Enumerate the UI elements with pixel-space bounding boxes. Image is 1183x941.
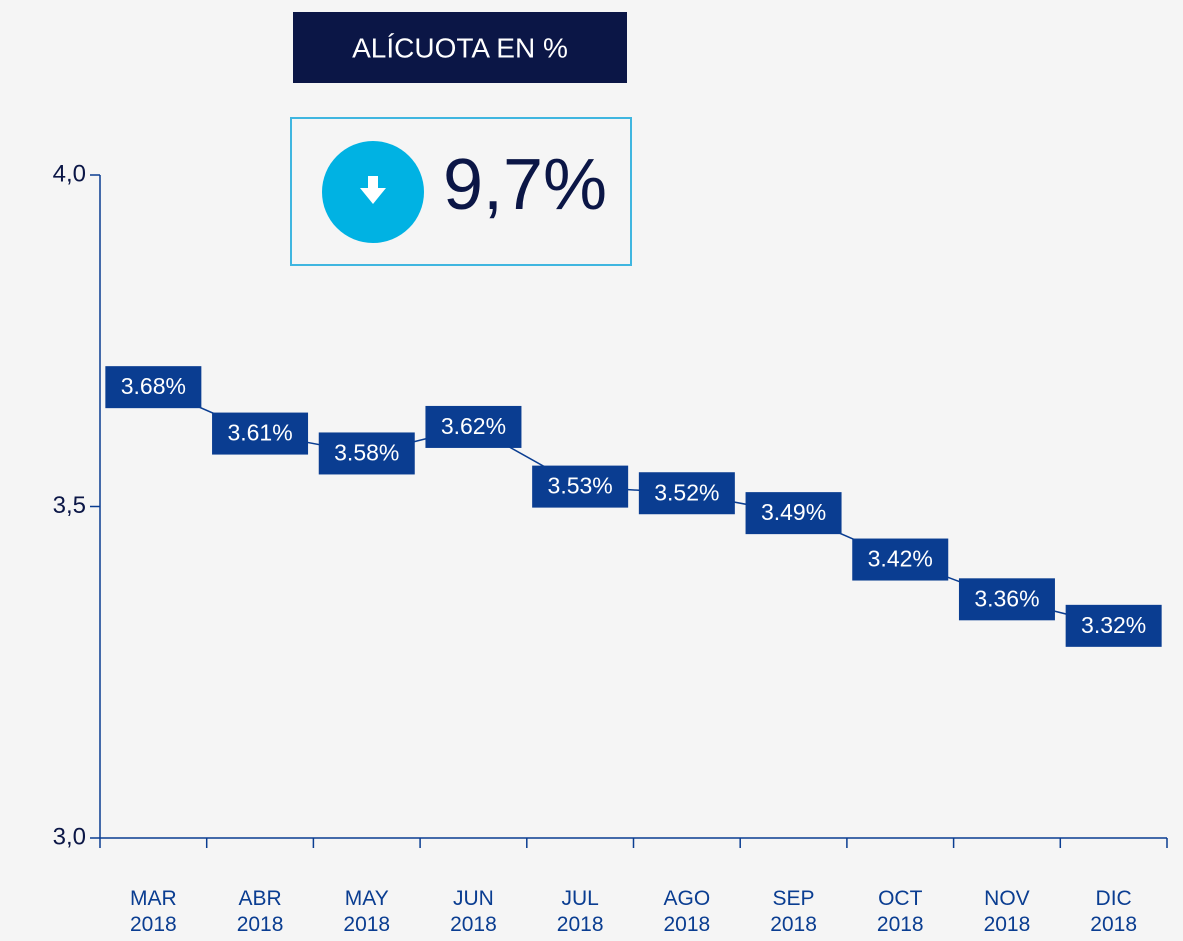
annotation: 9,7%	[443, 145, 607, 225]
x-tick-label: JUL 2018	[556, 887, 604, 936]
value-label-box	[852, 538, 949, 581]
y-tick-label: 3,0	[53, 823, 86, 850]
x-tick-label: AGO 2018	[663, 887, 711, 936]
x-tick-label: MAY 2018	[343, 887, 391, 936]
value-label-box	[745, 492, 842, 535]
value-label-box	[318, 432, 415, 475]
value-label: 3.62%	[441, 413, 506, 439]
value-label-box	[212, 412, 309, 455]
value-label-box	[958, 578, 1055, 621]
value-label-box	[105, 366, 202, 409]
y-tick-label: 3,5	[53, 492, 86, 519]
chart-title: ALÍCUOTA EN %	[352, 32, 568, 63]
x-tick-label: SEP 2018	[770, 887, 817, 936]
value-label: 3.61%	[227, 420, 292, 446]
value-label-box	[532, 465, 629, 508]
down-arrow	[360, 176, 386, 204]
x-tick-label: DIC 2018	[1090, 887, 1137, 936]
value-label: 3.53%	[548, 473, 613, 499]
value-label: 3.49%	[761, 499, 826, 525]
value-label: 3.68%	[121, 373, 186, 399]
x-tick-label: JUN 2018	[450, 887, 497, 936]
x-tick-label: ABR 2018	[236, 887, 284, 936]
value-label: 3.42%	[868, 546, 933, 572]
line	[153, 386, 1114, 627]
value-label-box	[1065, 604, 1162, 647]
annotation-box	[290, 117, 632, 266]
title-box	[293, 12, 627, 83]
x-tick-label: MAR 2018	[129, 887, 177, 936]
x-tick-label: OCT 2018	[876, 887, 924, 936]
value-label-box	[638, 472, 735, 515]
value-label: 3.52%	[654, 479, 719, 505]
value-label-box	[425, 405, 522, 448]
value-label: 3.36%	[974, 585, 1039, 611]
value-label: 3.32%	[1081, 612, 1146, 638]
x-tick-label: NOV 2018	[983, 887, 1031, 936]
value-label: 3.58%	[334, 440, 399, 466]
y-tick-label: 4,0	[53, 160, 86, 187]
